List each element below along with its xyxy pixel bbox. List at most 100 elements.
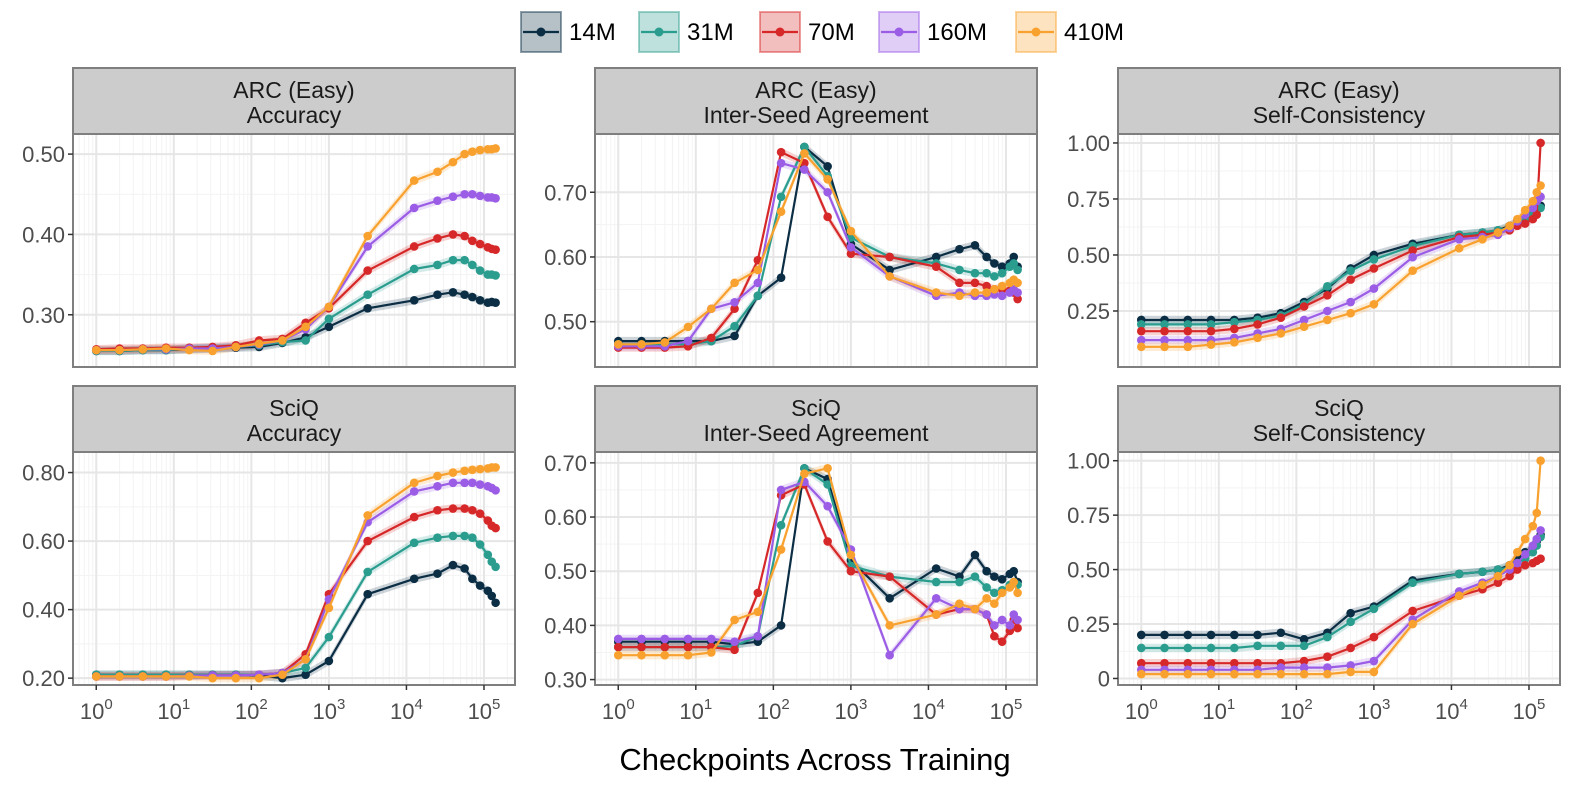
data-point [1276, 628, 1286, 638]
data-point [1528, 547, 1538, 557]
data-point [1536, 526, 1545, 535]
strip-sciq-accuracy [72, 385, 516, 453]
data-point [990, 588, 999, 598]
data-point [997, 291, 1007, 301]
data-point [1230, 669, 1239, 679]
data-point [363, 567, 372, 577]
data-point [823, 162, 832, 171]
data-point [970, 572, 980, 581]
data-point [1532, 210, 1542, 219]
data-point [1160, 669, 1169, 679]
data-point [433, 196, 442, 205]
data-point [1369, 667, 1379, 677]
data-point [990, 599, 999, 609]
data-point [1323, 663, 1332, 672]
data-point [1276, 669, 1286, 679]
data-point [1005, 621, 1015, 630]
data-point [363, 511, 372, 520]
data-point [254, 673, 264, 683]
data-point [753, 291, 763, 301]
data-point [885, 572, 894, 581]
data-point [637, 634, 646, 644]
data-point [468, 292, 477, 302]
data-point [776, 147, 786, 157]
data-point [231, 342, 241, 352]
data-point [730, 321, 739, 331]
data-point [846, 550, 856, 560]
x-tick-label: 103 [312, 696, 345, 724]
data-point [1346, 297, 1355, 307]
data-point [707, 304, 716, 314]
data-point [1493, 565, 1503, 574]
ribbon-410m [618, 149, 1018, 349]
data-point [637, 650, 646, 660]
data-point [324, 603, 334, 613]
strip-title-line2: Self-Consistency [1253, 420, 1426, 446]
data-point [931, 252, 941, 262]
x-tick-label: 102 [757, 696, 790, 724]
y-tick-label: 0.25 [1067, 299, 1110, 324]
data-point [460, 564, 469, 573]
panel-border [594, 133, 1038, 368]
legend-marker-70m [775, 27, 785, 37]
data-point [491, 463, 500, 472]
data-point [1454, 569, 1464, 579]
data-point [363, 536, 372, 546]
y-tick-label: 0.50 [22, 142, 65, 167]
series-layer [1136, 456, 1545, 679]
data-point [990, 259, 999, 268]
data-point [846, 242, 856, 252]
data-point [491, 271, 500, 280]
data-point [278, 336, 287, 345]
strip-title-line2: Self-Consistency [1253, 102, 1426, 128]
data-point [1013, 623, 1022, 633]
data-point [468, 147, 477, 156]
x-tick-label: 100 [602, 696, 635, 724]
legend-label-14m: 14M [569, 19, 616, 46]
data-point [1520, 219, 1530, 228]
data-point [409, 487, 419, 496]
data-point [955, 291, 964, 301]
data-point [1299, 315, 1309, 325]
data-point [491, 245, 500, 254]
data-point [1493, 571, 1503, 581]
data-point [1369, 284, 1379, 293]
data-point [1513, 214, 1522, 224]
data-point [491, 298, 500, 308]
data-point [1408, 606, 1417, 616]
data-point [468, 478, 477, 488]
data-point [475, 266, 485, 275]
data-point [990, 631, 999, 641]
data-point [1160, 335, 1169, 345]
data-point [1369, 299, 1379, 309]
data-point [1136, 342, 1146, 352]
data-point [460, 290, 469, 299]
y-tick-label: 0.30 [22, 303, 65, 328]
data-point [138, 672, 148, 681]
data-point [1276, 663, 1286, 672]
data-point [800, 469, 809, 478]
data-point [707, 333, 716, 343]
data-point [970, 604, 980, 614]
data-point [1299, 302, 1309, 311]
series-410m [91, 463, 500, 683]
y-tick-label: 0.60 [544, 245, 587, 270]
x-tick-label: 105 [468, 696, 501, 724]
data-point [1206, 340, 1216, 349]
data-point [475, 239, 485, 249]
data-point [997, 615, 1007, 625]
data-point [982, 268, 991, 278]
data-point [115, 672, 124, 681]
data-point [409, 538, 419, 548]
x-tick-label: 103 [1357, 696, 1390, 724]
data-point [800, 142, 809, 152]
y-tick-label: 0 [1098, 666, 1110, 691]
data-point [1183, 326, 1193, 336]
data-point [448, 157, 458, 167]
data-point [363, 589, 372, 599]
data-point [363, 242, 372, 251]
data-point [448, 287, 458, 297]
data-point [970, 288, 980, 297]
data-point [637, 642, 646, 652]
